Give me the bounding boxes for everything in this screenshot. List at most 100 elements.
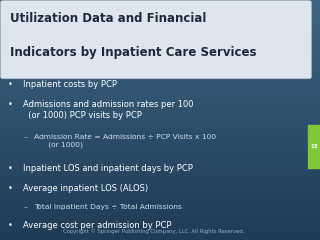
Bar	[0, 45, 320, 48]
Bar	[0, 186, 320, 189]
Text: –: –	[24, 204, 28, 210]
Bar	[0, 129, 320, 132]
Bar	[0, 87, 320, 90]
Text: •: •	[8, 100, 13, 109]
Bar	[0, 158, 320, 162]
Bar	[0, 192, 320, 195]
Bar	[0, 168, 320, 171]
Bar	[0, 98, 320, 102]
Bar	[0, 66, 320, 69]
Bar	[0, 30, 320, 33]
Bar	[0, 162, 320, 165]
Bar	[0, 51, 320, 54]
Bar	[0, 138, 320, 141]
Text: Inpatient LOS and inpatient days by PCP: Inpatient LOS and inpatient days by PCP	[23, 164, 193, 173]
Bar	[308, 125, 320, 168]
Bar	[0, 218, 320, 222]
Text: Admissions and admission rates per 100
  (or 1000) PCP visits by PCP: Admissions and admission rates per 100 (…	[23, 100, 194, 120]
Bar	[0, 2, 320, 6]
Text: Total Inpatient Days ÷ Total Admissions: Total Inpatient Days ÷ Total Admissions	[34, 204, 181, 210]
Bar	[0, 96, 320, 99]
Bar	[0, 105, 320, 108]
Bar	[0, 8, 320, 12]
Bar	[0, 206, 320, 210]
Bar	[0, 84, 320, 87]
Bar	[0, 132, 320, 135]
Text: –: –	[24, 134, 28, 140]
Bar	[0, 177, 320, 180]
Bar	[0, 204, 320, 207]
Bar	[0, 90, 320, 93]
Bar	[0, 27, 320, 30]
Bar	[0, 198, 320, 201]
Bar	[0, 72, 320, 75]
Bar	[0, 108, 320, 111]
Text: Admission Rate = Admissions ÷ PCP Visits x 100
      (or 1000): Admission Rate = Admissions ÷ PCP Visits…	[34, 134, 216, 148]
Bar	[0, 92, 320, 96]
Bar	[0, 117, 320, 120]
Bar	[0, 120, 320, 123]
Bar	[0, 150, 320, 153]
FancyBboxPatch shape	[1, 0, 311, 79]
Bar	[0, 32, 320, 36]
Bar	[0, 62, 320, 66]
Bar	[0, 225, 320, 228]
Bar	[0, 237, 320, 240]
Bar	[0, 213, 320, 216]
Bar	[0, 74, 320, 78]
Bar	[0, 234, 320, 237]
Bar	[0, 210, 320, 213]
Bar	[0, 21, 320, 24]
Bar	[0, 189, 320, 192]
Bar	[0, 6, 320, 9]
Bar	[0, 15, 320, 18]
Bar	[0, 180, 320, 183]
Bar	[0, 0, 320, 3]
Bar	[0, 18, 320, 21]
Bar	[0, 38, 320, 42]
Text: Average inpatient LOS (ALOS): Average inpatient LOS (ALOS)	[23, 184, 148, 193]
Bar	[0, 114, 320, 117]
Bar	[0, 146, 320, 150]
Text: Inpatient costs by PCP: Inpatient costs by PCP	[23, 80, 117, 89]
Bar	[0, 36, 320, 39]
Bar	[0, 81, 320, 84]
Bar	[0, 48, 320, 51]
Bar	[0, 69, 320, 72]
Bar	[0, 194, 320, 198]
Bar	[0, 78, 320, 81]
Text: Copyright © Springer Publishing Company, LLC. All Rights Reserved.: Copyright © Springer Publishing Company,…	[63, 228, 244, 234]
Text: Average cost per admission by PCP: Average cost per admission by PCP	[23, 221, 172, 229]
Bar	[0, 144, 320, 147]
Text: •: •	[8, 164, 13, 173]
Bar	[0, 122, 320, 126]
Text: 13: 13	[310, 144, 318, 149]
Text: •: •	[8, 221, 13, 229]
Bar	[0, 126, 320, 129]
Bar	[0, 153, 320, 156]
Bar	[0, 60, 320, 63]
Bar	[0, 165, 320, 168]
Bar	[0, 174, 320, 177]
Bar	[0, 54, 320, 57]
Bar	[0, 12, 320, 15]
Bar	[0, 230, 320, 234]
Bar	[0, 134, 320, 138]
Bar	[0, 170, 320, 174]
Bar	[0, 182, 320, 186]
Bar	[0, 201, 320, 204]
Text: Utilization Data and Financial: Utilization Data and Financial	[10, 12, 206, 25]
Bar	[0, 156, 320, 159]
Bar	[0, 216, 320, 219]
Text: Indicators by Inpatient Care Services: Indicators by Inpatient Care Services	[10, 46, 256, 59]
Bar	[0, 222, 320, 225]
Bar	[0, 24, 320, 27]
Text: •: •	[8, 184, 13, 193]
Text: •: •	[8, 80, 13, 89]
Bar	[0, 102, 320, 105]
Bar	[0, 110, 320, 114]
Bar	[0, 57, 320, 60]
Bar	[0, 141, 320, 144]
Bar	[0, 42, 320, 45]
Bar	[0, 228, 320, 231]
